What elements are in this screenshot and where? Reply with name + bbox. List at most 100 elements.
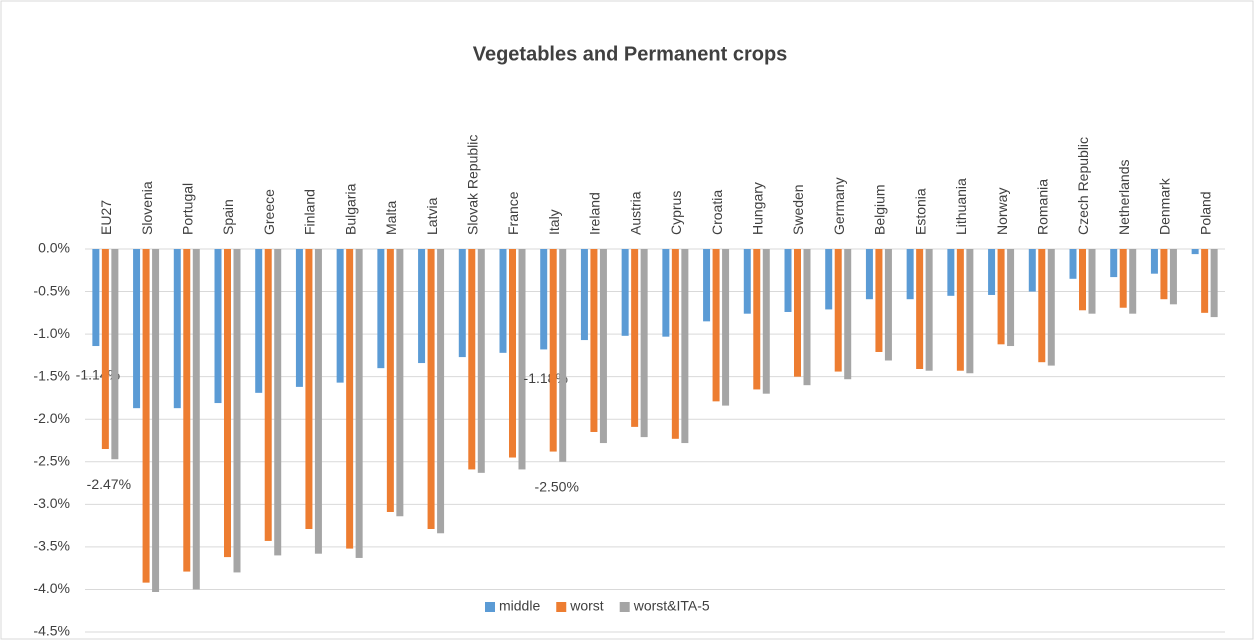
x-tick-label: Latvia — [424, 197, 440, 235]
bar — [1129, 249, 1137, 314]
bar — [1038, 249, 1046, 363]
legend-label: worst — [569, 598, 604, 614]
legend-swatch — [619, 602, 630, 612]
y-tick-label: -3.5% — [33, 538, 70, 554]
bar — [906, 249, 914, 300]
bar — [386, 249, 394, 512]
bar — [640, 249, 648, 438]
x-tick-label: Ireland — [587, 192, 603, 235]
x-tick-label: Slovenia — [139, 181, 155, 235]
data-label: -1.18% — [524, 370, 568, 386]
bar — [794, 249, 801, 377]
y-tick-label: -0.5% — [33, 282, 70, 298]
bar — [884, 249, 892, 361]
x-tick-label: Malta — [383, 201, 399, 235]
x-tick-label: Hungary — [749, 182, 765, 235]
bar — [133, 249, 141, 409]
x-tick-label: Bulgaria — [342, 183, 358, 235]
x-tick-label: Romania — [1034, 179, 1050, 235]
bar — [925, 249, 933, 371]
x-tick-label: Italy — [546, 209, 562, 235]
bar — [92, 249, 100, 347]
x-tick-label: Croatia — [709, 190, 725, 235]
bar — [997, 249, 1005, 345]
legend-swatch — [485, 602, 495, 612]
bar — [590, 249, 598, 432]
bar — [825, 249, 833, 310]
bar — [762, 249, 770, 394]
x-tick-label: Austria — [627, 191, 643, 235]
x-tick-label: Belgium — [872, 184, 888, 235]
bar — [233, 249, 241, 573]
bar — [142, 249, 150, 583]
bar — [224, 249, 231, 558]
bar — [1150, 249, 1158, 274]
bar — [1079, 249, 1086, 311]
bar — [580, 249, 588, 341]
bar — [1088, 249, 1096, 314]
bar — [1028, 249, 1036, 292]
bar — [336, 249, 344, 383]
x-tick-label: Finland — [302, 189, 318, 235]
bar — [803, 249, 811, 386]
bar — [173, 249, 181, 409]
bar — [865, 249, 873, 300]
data-label: -2.50% — [535, 478, 579, 494]
x-tick-label: Cyprus — [668, 191, 684, 235]
x-tick-label: Poland — [1197, 191, 1213, 235]
x-tick-label: Lithuania — [953, 178, 969, 235]
bar — [377, 249, 385, 369]
bar — [214, 249, 222, 404]
bar — [621, 249, 629, 336]
bar — [956, 249, 964, 371]
bar — [784, 249, 792, 312]
bar — [418, 249, 426, 364]
bar — [834, 249, 842, 372]
bar — [662, 249, 670, 337]
bar — [101, 249, 109, 450]
bar — [844, 249, 852, 380]
bar — [264, 249, 272, 541]
bar — [509, 249, 516, 458]
bar — [437, 249, 445, 534]
x-tick-label: Denmark — [1157, 177, 1173, 235]
legend-label: worst&ITA-5 — [633, 598, 710, 614]
bar — [255, 249, 263, 393]
bar — [1047, 249, 1055, 366]
bar — [274, 249, 282, 556]
legend-swatch — [556, 602, 567, 612]
x-tick-label: Czech Republic — [1075, 137, 1091, 235]
y-tick-label: -2.5% — [33, 452, 70, 468]
bar — [396, 249, 404, 517]
y-tick-label: -4.5% — [33, 623, 70, 639]
bar — [355, 249, 363, 558]
bar — [722, 249, 730, 406]
legend-label: middle — [499, 598, 540, 614]
bar — [559, 249, 567, 462]
bar — [599, 249, 607, 444]
bar — [753, 249, 761, 390]
x-tick-label: Norway — [994, 188, 1010, 235]
y-tick-label: -2.0% — [33, 410, 70, 426]
x-tick-label: Germany — [831, 177, 847, 235]
bar — [681, 249, 689, 444]
bar — [988, 249, 996, 295]
bar — [1210, 249, 1218, 318]
bar — [192, 249, 200, 590]
bar — [703, 249, 711, 322]
y-tick-label: -3.0% — [33, 495, 70, 511]
chart-title: Vegetables and Permanent crops — [473, 43, 788, 65]
bar — [111, 249, 119, 460]
bar — [314, 249, 322, 554]
bar — [346, 249, 354, 549]
bar — [468, 249, 476, 470]
x-tick-label: France — [505, 191, 521, 235]
x-tick-label: Slovak Republic — [464, 135, 480, 235]
bar — [1169, 249, 1177, 305]
bar — [305, 249, 313, 530]
y-tick-label: -1.5% — [33, 367, 70, 383]
bar — [916, 249, 924, 370]
bar — [947, 249, 955, 296]
data-label: -2.47% — [87, 476, 131, 492]
